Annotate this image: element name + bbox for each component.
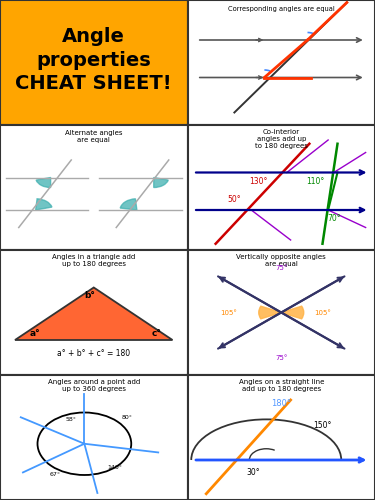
Text: Co-interior
angles add up
to 180 degrees: Co-interior angles add up to 180 degrees — [255, 128, 308, 149]
Text: 50°: 50° — [228, 196, 241, 204]
Text: Angles on a straight line
add up to 180 degrees: Angles on a straight line add up to 180 … — [238, 379, 324, 392]
Text: c°: c° — [152, 329, 162, 338]
Text: 140°: 140° — [107, 465, 122, 470]
Text: Angles in a triangle add
up to 180 degrees: Angles in a triangle add up to 180 degre… — [52, 254, 135, 267]
Wedge shape — [120, 199, 137, 210]
Text: 105°: 105° — [314, 310, 331, 316]
Text: b°: b° — [84, 290, 95, 300]
Text: 110°: 110° — [306, 177, 324, 186]
Text: a° + b° + c° = 180: a° + b° + c° = 180 — [57, 349, 130, 358]
Text: 130°: 130° — [250, 177, 268, 186]
Wedge shape — [154, 178, 168, 188]
Text: Vertically opposite angles
are equal: Vertically opposite angles are equal — [236, 254, 326, 267]
Text: 105°: 105° — [220, 310, 237, 316]
Text: 30°: 30° — [246, 468, 260, 477]
Wedge shape — [281, 306, 304, 319]
Text: Alternate angles
are equal: Alternate angles are equal — [65, 130, 123, 143]
Text: 75°: 75° — [275, 265, 287, 271]
Text: 180°: 180° — [271, 399, 291, 408]
Polygon shape — [15, 288, 173, 340]
Wedge shape — [259, 306, 281, 319]
Wedge shape — [36, 199, 52, 210]
Text: 67°: 67° — [50, 472, 60, 478]
Wedge shape — [36, 178, 51, 188]
Text: 80°: 80° — [122, 415, 132, 420]
Text: a°: a° — [30, 329, 40, 338]
Text: Corresponding angles are equal: Corresponding angles are equal — [228, 6, 334, 12]
Text: 58°: 58° — [65, 417, 76, 422]
Text: 75°: 75° — [275, 355, 287, 361]
Text: 150°: 150° — [314, 420, 332, 430]
Text: 70°: 70° — [327, 214, 340, 223]
Text: Angles around a point add
up to 360 degrees: Angles around a point add up to 360 degr… — [48, 379, 140, 392]
Text: Angle
properties
CHEAT SHEET!: Angle properties CHEAT SHEET! — [15, 27, 172, 93]
